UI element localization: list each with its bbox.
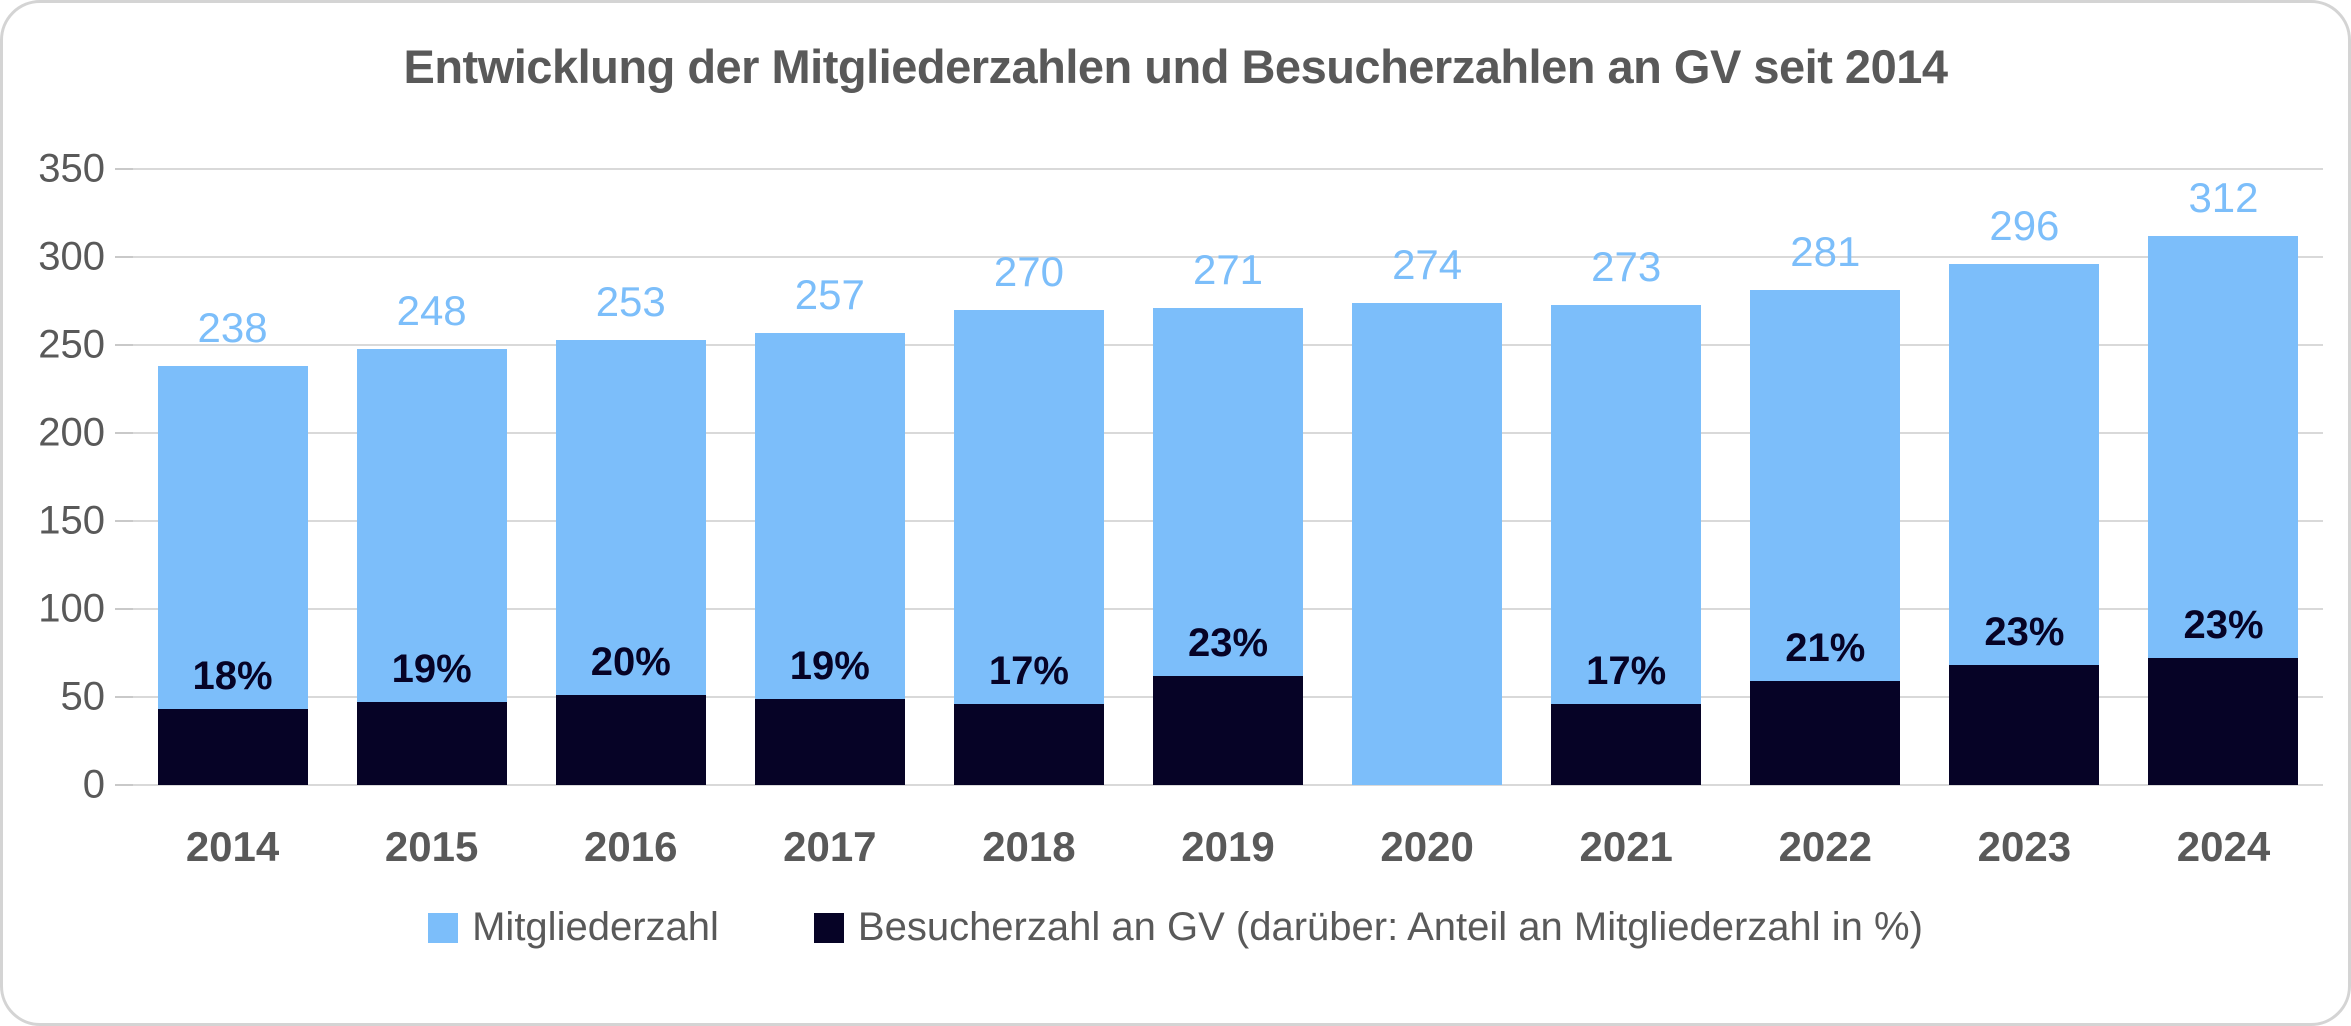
gridline-y0 [133,784,2323,786]
member-value-label: 274 [1392,240,1463,288]
member-value-label: 296 [1989,202,2060,250]
x-axis-label-2018: 2018 [982,823,1076,870]
chart-title: Entwicklung der Mitgliederzahlen und Bes… [403,40,1948,93]
category-slot-2015: 248 19% 2015 [332,169,531,870]
y-tickmark [115,432,133,434]
legend-swatch-mitgliederzahl [428,912,459,943]
visitor-bar-2019 [1153,675,1304,785]
visitor-pct-label: 21% [1785,626,1866,671]
member-value-label: 312 [2188,173,2259,221]
member-value-label: 238 [197,304,268,352]
y-tick-label: 50 [60,674,106,719]
visitor-bar-2015 [356,702,507,785]
gridline-y300 [133,256,2323,258]
legend-label: Mitgliederzahl [472,905,719,949]
x-axis-label-2014: 2014 [185,823,280,870]
x-axis-label-2024: 2024 [2176,823,2271,870]
category-slot-2017: 257 19% 2017 [730,169,929,870]
category-slot-2019: 271 23% 2019 [1128,169,1327,870]
x-axis-label-2021: 2021 [1579,823,1673,870]
y-tick-label: 0 [82,762,105,807]
category-slot-2022: 281 21% 2022 [1726,169,1925,870]
y-tickmark [115,168,133,170]
visitor-bar-2023 [1949,665,2100,785]
visitor-bar-2022 [1750,681,1901,785]
member-value-label: 270 [993,247,1064,295]
category-slot-2021: 273 17% 2021 [1527,169,1726,870]
category-slot-2020: 274 2020 [1328,169,1527,870]
legend-label: Besucherzahl an GV (darüber: Anteil an M… [857,905,1923,949]
y-tickmark [115,784,133,786]
category-slot-2023: 296 23% 2023 [1925,169,2124,870]
visitor-pct-label: 17% [1586,649,1667,694]
y-tickmark [115,696,133,698]
category-slot-2024: 312 23% 2024 [2124,169,2323,870]
y-tick-label: 100 [38,586,105,631]
visitor-bar-2014 [157,709,308,785]
visitor-bar-2024 [2148,658,2299,785]
x-axis-label-2016: 2016 [584,823,678,870]
legend-swatch-besucherzahl [813,912,844,943]
x-axis-label-2019: 2019 [1181,823,1275,870]
visitor-pct-label: 23% [2183,603,2264,648]
x-axis-label-2023: 2023 [1977,823,2072,870]
visitor-pct-label: 19% [789,643,870,688]
visitor-bar-2017 [754,698,905,785]
visitor-bar-2018 [953,704,1104,785]
chart-legend: Mitgliederzahl Besucherzahl an GV (darübe… [3,905,2348,950]
visitor-bar-2021 [1551,704,1702,785]
category-slot-2014: 238 18% 2014 [133,169,332,870]
x-axis-label-2022: 2022 [1778,823,1873,870]
legend-item-mitgliederzahl: Mitgliederzahl [428,905,719,950]
category-slot-2018: 270 17% 2018 [929,169,1128,870]
y-tick-label: 200 [38,410,105,455]
y-tickmark [115,608,133,610]
visitor-pct-label: 23% [1187,620,1269,665]
y-tickmark [115,520,133,522]
x-axis-label-2017: 2017 [783,823,877,870]
member-value-label: 281 [1790,228,1861,276]
member-value-label: 271 [1192,246,1264,294]
bar-slots: 238 18% 2014 248 19% 2015 253 20% 2016 257 19% 2017… [133,169,2323,870]
member-bar-2020 [1352,302,1503,785]
y-tickmark [115,256,133,258]
y-tick-label: 300 [38,234,105,279]
visitor-bar-2016 [555,695,706,785]
y-tick-label: 250 [38,322,105,367]
member-value-label: 253 [595,277,666,325]
x-axis-label-2020: 2020 [1380,823,1474,870]
visitor-pct-label: 20% [590,640,671,685]
member-value-label: 273 [1591,242,1662,290]
y-tick-label: 150 [38,498,105,543]
y-tick-label: 350 [38,146,105,191]
visitor-pct-label: 18% [192,654,273,699]
plot-area: 0 50 100 150 200 250 300 350 238 18% 2014 248 19% 201… [38,147,2323,870]
visitor-pct-label: 17% [988,649,1069,694]
x-axis-label-2015: 2015 [384,823,479,870]
member-value-label: 248 [396,286,467,334]
y-tickmark [115,344,133,346]
legend-item-besucherzahl: Besucherzahl an GV (darüber: Anteil an M… [813,905,1923,950]
visitor-pct-label: 19% [391,647,472,692]
member-value-label: 257 [794,270,865,318]
gridline-y350 [133,168,2323,170]
category-slot-2016: 253 20% 2016 [531,169,730,870]
visitor-pct-label: 23% [1984,610,2065,655]
